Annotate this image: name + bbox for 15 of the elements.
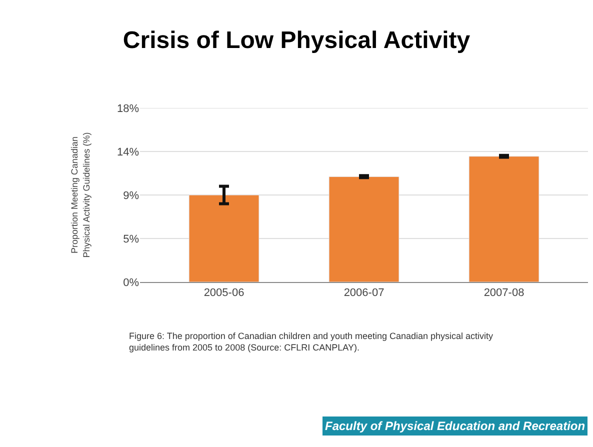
bar <box>328 176 400 282</box>
x-tick-label: 2006-07 <box>344 287 384 300</box>
y-tick-label: 14% <box>116 146 140 158</box>
text: Faculty of Physical Education and Recreation <box>325 419 586 433</box>
bar <box>188 194 260 282</box>
y-tick-label: 18% <box>116 102 140 115</box>
y-tick-label: 0% <box>123 276 140 289</box>
x-tick-label: 2007-08 <box>484 287 524 300</box>
chart-title: Crisis of Low Physical Activity <box>122 27 471 54</box>
y-tick-label: 9% <box>123 190 140 202</box>
bar <box>468 156 540 282</box>
x-tick-label: 2005-06 <box>204 287 244 300</box>
y-tick-label: 5% <box>123 233 140 246</box>
y-axis-title: Proportion Meeting Canadian Physical Activity Guidelines (%) <box>70 132 92 258</box>
caption: Figure 6: The proportion of Canadian children and youth meeting Canadian physical activity guidelines from 2005 to 2008 (Source: CFLRI CANPLAY). <box>129 331 494 353</box>
